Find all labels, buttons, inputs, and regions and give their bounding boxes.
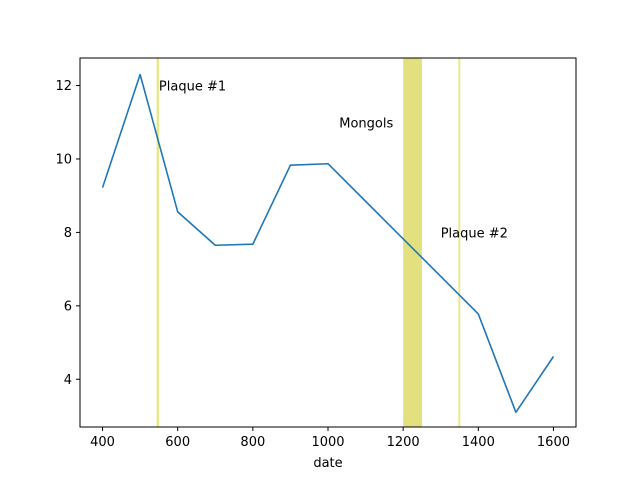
x-tick-label: 1400 (462, 435, 495, 450)
x-tick-label: 600 (165, 435, 190, 450)
highlight-spans (156, 58, 461, 427)
annotations: Plaque #1 Mongols Plaque #2 (159, 80, 508, 242)
y-tick-label: 4 (64, 373, 72, 388)
series-line (101, 73, 555, 414)
x-tick-label: 800 (240, 435, 265, 450)
x-tick-label: 1600 (537, 435, 570, 450)
y-tick-label: 10 (55, 152, 72, 167)
highlight-span (403, 58, 422, 427)
annotation-label: Mongols (339, 116, 393, 131)
highlight-span (156, 58, 159, 427)
x-axis-ticks: 400 600 800 1000 1200 1400 1600 (90, 427, 570, 450)
x-axis-label: date (313, 456, 342, 471)
annotation-label: Plaque #1 (159, 80, 226, 95)
annotation-label: Plaque #2 (441, 226, 508, 241)
y-tick-label: 6 (64, 299, 72, 314)
x-tick-label: 400 (90, 435, 115, 450)
x-tick-label: 1000 (311, 435, 344, 450)
y-axis-ticks: 4 6 8 10 12 (55, 79, 80, 388)
highlight-span (458, 58, 461, 427)
series-lines (101, 73, 555, 414)
y-tick-label: 12 (55, 79, 72, 94)
plot-frame (79, 57, 577, 428)
x-tick-label: 1200 (387, 435, 420, 450)
y-tick-label: 8 (64, 226, 72, 241)
